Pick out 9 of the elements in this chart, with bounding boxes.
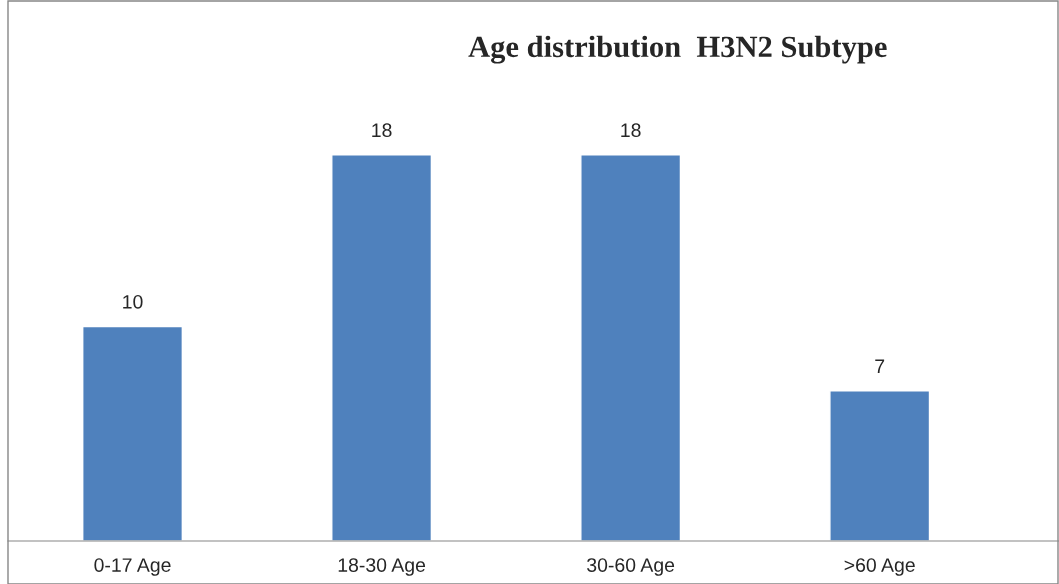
data-label: 18 <box>621 123 641 138</box>
x-tick-label: 18-30 Age <box>338 558 426 576</box>
chart-title: Age distribution H3N2 Subtype <box>468 35 887 64</box>
data-label: 7 <box>875 359 885 373</box>
x-tick-label: >60 Age <box>844 558 915 576</box>
data-label: 10 <box>123 294 143 309</box>
x-tick-label: 30-60 Age <box>587 558 675 576</box>
x-tick-label: 0-17 Age <box>94 558 171 576</box>
data-label: 18 <box>372 123 392 138</box>
